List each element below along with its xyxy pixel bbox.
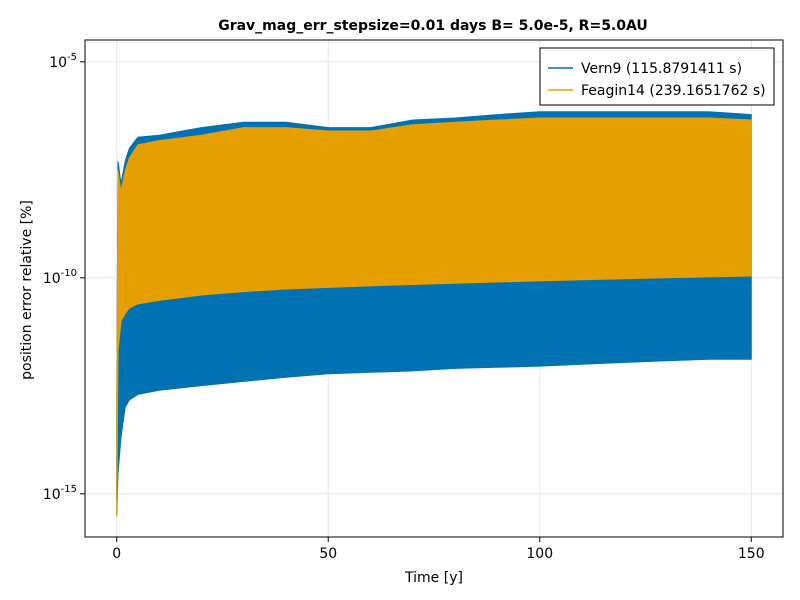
series-band-1 [116, 117, 752, 517]
x-tick-label: 150 [738, 546, 765, 562]
chart-title: Grav_mag_err_stepsize=0.01 days B= 5.0e-… [218, 18, 648, 34]
y-tick-label: 10-10 [43, 268, 77, 287]
x-tick-label: 0 [112, 546, 121, 562]
y-tick-label: 10-15 [43, 484, 77, 503]
plot-frame [84, 39, 784, 538]
legend-label-feagin14: Feagin14 (239.1651762 s) [581, 83, 766, 99]
y-tick-label: 10-5 [49, 52, 77, 71]
legend: Vern9 (115.8791411 s) Feagin14 (239.1651… [539, 47, 775, 106]
y-axis-label: position error relative [%] [19, 200, 35, 380]
x-tick-label: 100 [526, 546, 553, 562]
x-axis-label: Time [y] [404, 570, 463, 586]
x-tick-label: 50 [319, 546, 337, 562]
x-ticks: 0 50 100 150 [112, 537, 765, 562]
series-layer [116, 111, 752, 517]
legend-label-vern9: Vern9 (115.8791411 s) [581, 61, 742, 77]
legend-box [539, 47, 775, 106]
y-ticks: 10-15 10-10 10-5 [43, 52, 85, 503]
